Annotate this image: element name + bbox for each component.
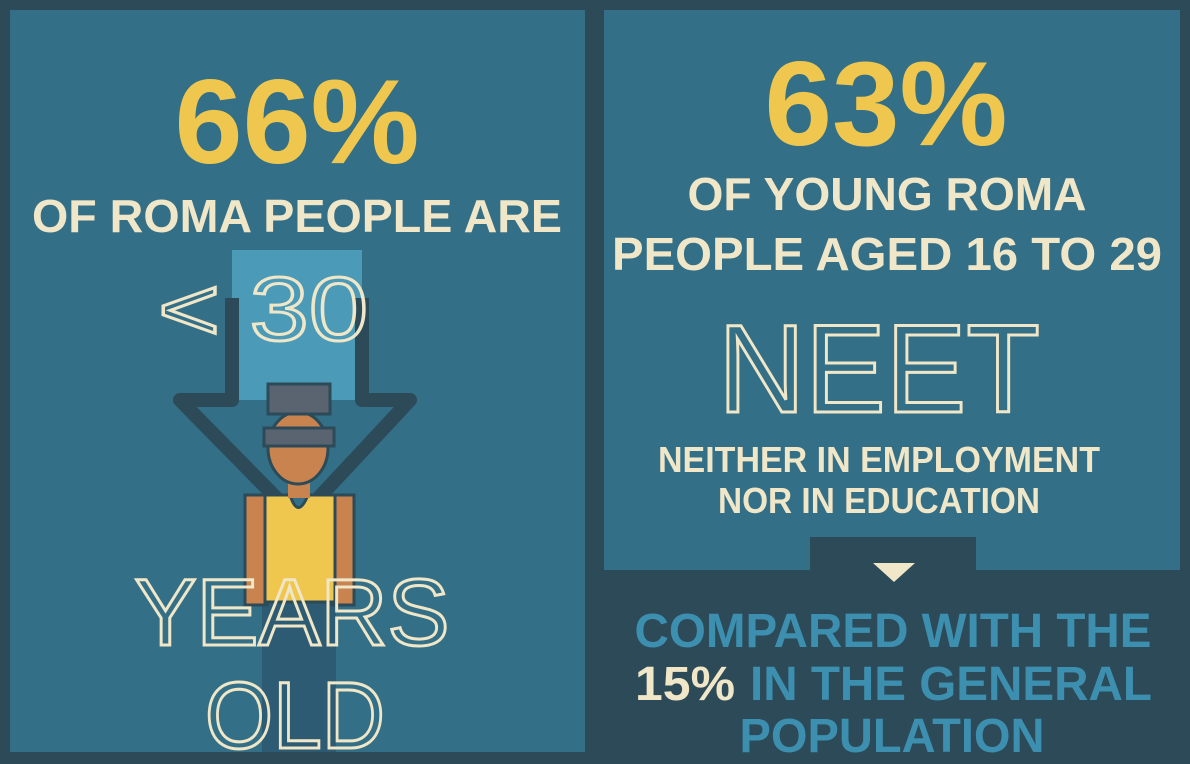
stat: 63% <box>765 37 1008 171</box>
old-label: OLD <box>205 663 385 764</box>
stat: 66% <box>175 55 420 189</box>
definition: NOR IN EDUCATION <box>718 480 1040 521</box>
age-label: < 30 <box>158 260 368 360</box>
comparison-stat: 15% <box>635 658 735 711</box>
head <box>266 410 330 486</box>
down-triangle <box>873 563 915 582</box>
caption: OF YOUNG ROMA <box>688 168 1087 220</box>
term: NEET <box>718 300 1040 439</box>
comparison-text: COMPARED WITH THE <box>635 605 1152 658</box>
caption: PEOPLE AGED 16 TO 29 <box>612 228 1162 280</box>
sunglasses <box>262 426 336 448</box>
arrow-highlight <box>232 250 362 400</box>
person-illustration <box>173 250 417 752</box>
right-panel <box>604 10 1180 570</box>
definition: NEITHER IN EMPLOYMENT <box>658 439 1100 480</box>
comparison-text: IN THE GENERAL <box>750 658 1152 711</box>
comparison-text: POPULATION <box>740 710 1045 763</box>
caption: OF ROMA PEOPLE ARE <box>32 190 562 242</box>
years-label: YEARS <box>135 560 450 666</box>
hair <box>266 382 332 416</box>
legs <box>262 600 336 752</box>
